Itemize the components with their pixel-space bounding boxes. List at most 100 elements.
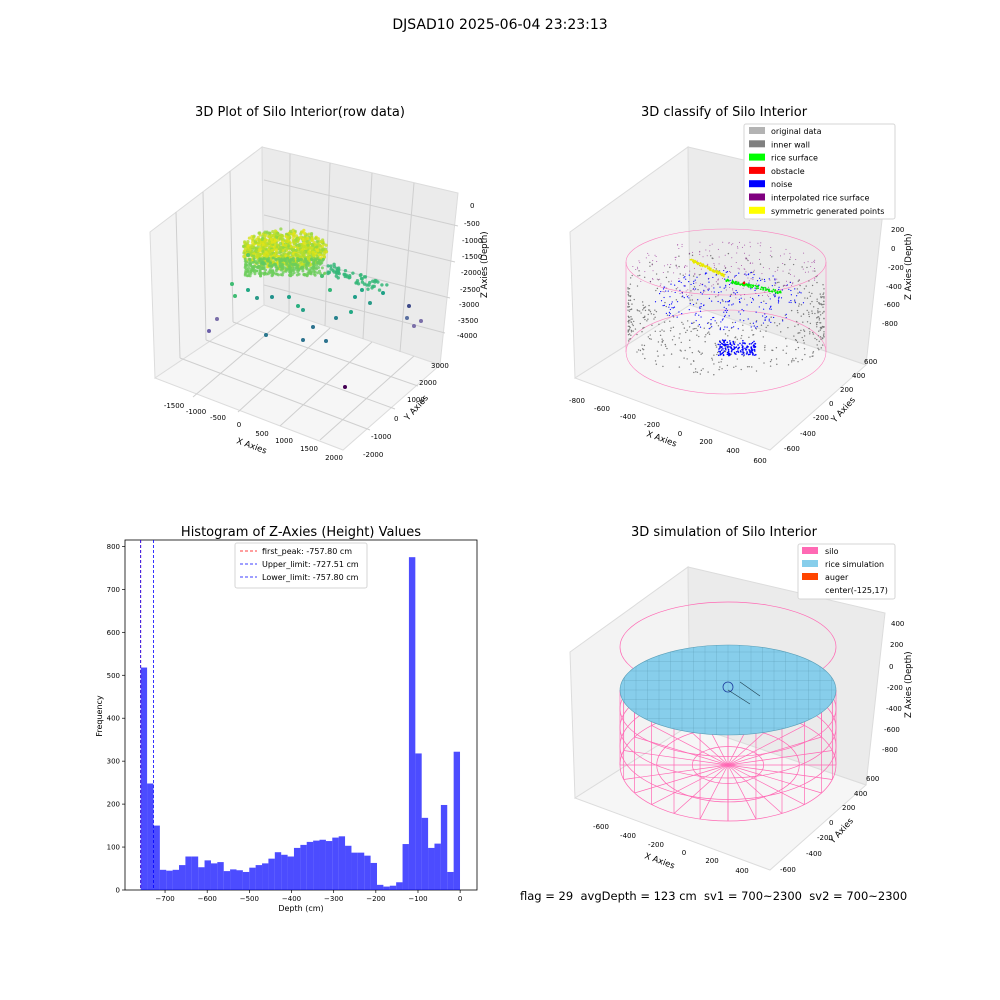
raw-point bbox=[376, 280, 380, 284]
classify-noise-point bbox=[739, 301, 741, 303]
classify-wall-point bbox=[727, 252, 730, 255]
classify-noise-point bbox=[725, 284, 727, 286]
raw-point bbox=[277, 247, 282, 251]
raw-point bbox=[255, 296, 259, 300]
raw-point bbox=[407, 304, 411, 308]
classify-noise-point bbox=[764, 319, 766, 321]
classify-wall-point bbox=[629, 338, 632, 340]
raw-zlabel: Z Axies (Depth) bbox=[480, 231, 490, 298]
raw-point bbox=[254, 249, 258, 253]
classify-wall-point bbox=[802, 329, 805, 331]
classify-noise-point bbox=[734, 293, 737, 295]
classify-noise-point bbox=[742, 350, 744, 352]
raw-point bbox=[360, 277, 364, 281]
hist-bar bbox=[268, 858, 275, 890]
raw-point bbox=[249, 271, 253, 275]
raw-point bbox=[292, 232, 296, 236]
classify-point-cloud bbox=[627, 241, 825, 376]
classify-wall-point bbox=[812, 352, 814, 354]
classify-interp-point bbox=[693, 289, 695, 291]
classify-wall-point bbox=[644, 309, 647, 312]
sim-rice-surface bbox=[619, 644, 837, 736]
raw-point bbox=[278, 250, 282, 255]
hist-bar bbox=[383, 886, 390, 890]
classify-wall-point bbox=[794, 300, 796, 303]
classify-wall-point bbox=[628, 333, 631, 335]
classify-wall-point bbox=[643, 306, 646, 309]
classify-noise-point bbox=[778, 296, 780, 298]
classify-noise-point bbox=[746, 304, 748, 306]
classify-noise-point bbox=[765, 302, 767, 305]
classify-noise-point bbox=[684, 276, 686, 278]
classify-wall-point bbox=[627, 287, 629, 289]
classify-rice-point bbox=[774, 290, 776, 292]
hist-ytick-label: 400 bbox=[107, 715, 120, 723]
raw-point bbox=[309, 257, 313, 261]
sim-xtick: 400 bbox=[735, 867, 748, 875]
classify-legend-label: symmetric generated points bbox=[771, 207, 884, 216]
classify-noise-point bbox=[794, 288, 796, 290]
classify-wall-point bbox=[764, 349, 766, 351]
classify-interp-point bbox=[731, 257, 733, 259]
classify-wall-point bbox=[634, 328, 637, 330]
classify-wall-point bbox=[699, 373, 702, 375]
sim-silo-spoke bbox=[727, 764, 805, 805]
classify-rice-point bbox=[756, 287, 758, 290]
classify-wall-point bbox=[758, 357, 760, 360]
classify-wall-point bbox=[643, 344, 646, 347]
classify-noise-point bbox=[750, 271, 752, 273]
classify-noise-point bbox=[768, 320, 770, 322]
classify-wall-point bbox=[761, 278, 763, 280]
raw-point bbox=[362, 275, 367, 279]
sim-ztick: -800 bbox=[882, 746, 898, 754]
classify-rice-point bbox=[750, 286, 753, 288]
sim-legend: silo rice simulation auger center(-125,17) bbox=[797, 543, 896, 600]
classify-noise-point bbox=[663, 296, 665, 299]
classify-wall-point bbox=[717, 325, 720, 327]
classify-wall-point bbox=[819, 322, 821, 324]
classify-wall-point bbox=[796, 288, 799, 290]
classify-noise-point bbox=[729, 279, 731, 282]
raw-point bbox=[281, 254, 285, 259]
raw-point bbox=[291, 252, 295, 256]
classify-interp-point bbox=[717, 248, 719, 250]
raw-point bbox=[328, 288, 332, 292]
classify-wall-point bbox=[662, 339, 664, 342]
raw-point bbox=[284, 234, 288, 238]
classify-wall-point bbox=[697, 350, 700, 352]
classify-noise-point bbox=[778, 300, 780, 302]
classify-noise-point bbox=[723, 316, 726, 318]
classify-legend: original data inner wall rice surface obsta… bbox=[743, 123, 896, 220]
classify-noise-point bbox=[738, 298, 740, 300]
classify-noise-point bbox=[723, 328, 725, 331]
sim-xtick: 0 bbox=[682, 849, 686, 857]
classify-wall-point bbox=[823, 331, 825, 333]
classify-wall-point bbox=[730, 353, 733, 355]
raw-point bbox=[321, 238, 325, 242]
classify-noise-point bbox=[710, 323, 712, 325]
classify-wall-point bbox=[630, 321, 632, 323]
classify-rice-point bbox=[735, 283, 738, 286]
classify-interp-point bbox=[789, 252, 791, 254]
classify-noise-point bbox=[733, 326, 735, 328]
classify-interp-point bbox=[707, 288, 709, 290]
hist-vlines bbox=[140, 540, 154, 890]
raw-point bbox=[264, 333, 268, 337]
classify-interp-point bbox=[725, 267, 727, 269]
classify-interp-point bbox=[676, 267, 678, 269]
classify-noise-point bbox=[694, 279, 696, 281]
classify-wall-point bbox=[689, 299, 691, 301]
classify-wall-point bbox=[795, 320, 798, 323]
classify-interp-point bbox=[693, 267, 695, 269]
classify-noise-point bbox=[697, 299, 699, 301]
classify-wall-point bbox=[817, 312, 819, 314]
raw-ytick: -1000 bbox=[371, 433, 391, 441]
classify-wall-point bbox=[811, 300, 813, 303]
raw-point bbox=[279, 273, 283, 277]
raw-point bbox=[271, 256, 275, 260]
raw-point bbox=[280, 258, 284, 262]
raw-point bbox=[351, 271, 355, 275]
classify-interp-point bbox=[804, 271, 806, 273]
classify-noise-point bbox=[738, 311, 740, 313]
raw-point bbox=[249, 269, 253, 273]
